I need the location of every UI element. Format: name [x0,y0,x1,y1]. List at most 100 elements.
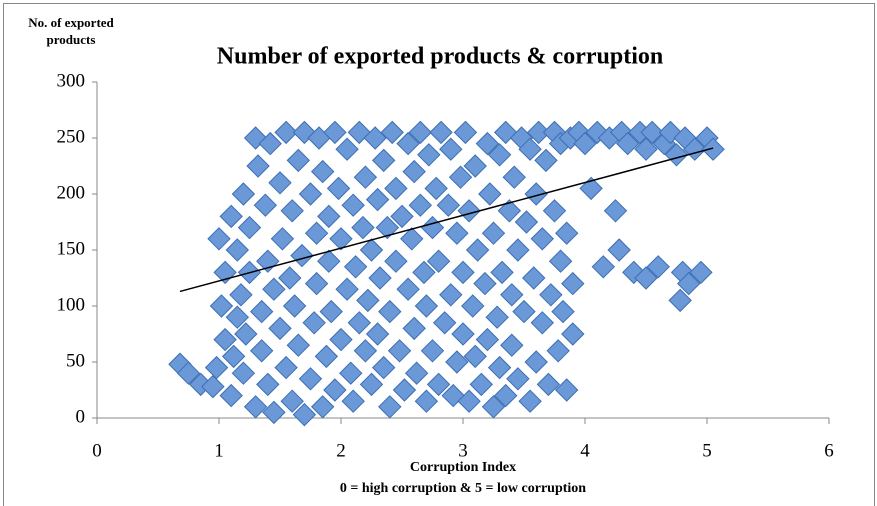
data-point [341,193,365,217]
data-point [493,383,518,408]
data-point [204,355,229,380]
data-point [561,271,585,296]
data-point [615,131,640,156]
data-point [365,187,390,212]
data-point [485,305,509,329]
data-point [475,327,500,352]
data-point [554,221,579,245]
y-tick-label: 50 [66,350,85,371]
data-point [384,176,408,201]
data-point [408,193,433,217]
data-point [323,378,347,402]
data-point [445,221,469,245]
data-point [225,305,250,329]
data-point [396,277,420,301]
x-tick-label: 6 [824,440,834,461]
data-point [207,227,231,251]
data-point [278,266,302,290]
data-point [542,199,567,223]
data-point [368,266,392,290]
data-point [457,389,481,413]
data-point [219,204,243,229]
data-point [561,322,585,346]
data-point [526,120,551,145]
data-point [249,339,274,363]
data-point [290,243,314,268]
data-point [231,182,256,206]
data-point [304,221,329,245]
data-point [304,271,329,296]
data-point [469,372,494,397]
data-point [387,339,412,363]
x-tick-label: 1 [214,440,224,461]
data-point [524,350,548,374]
data-point [573,131,597,156]
data-point [319,299,343,324]
data-point [201,374,225,399]
data-point [497,199,522,223]
data-point [689,260,713,285]
data-point [262,400,286,425]
data-point [353,165,378,189]
data-point [668,288,692,313]
data-point [465,238,490,262]
data-point [213,327,237,352]
data-point [439,137,463,161]
data-point [229,283,253,307]
x-tick-label: 3 [458,440,468,461]
data-point [298,182,323,206]
data-point [487,355,512,380]
data-point [473,271,497,296]
y-tick-label: 150 [57,238,86,259]
data-point [280,389,304,413]
data-point [326,176,351,201]
data-point [225,238,250,262]
y-axis-label: No. of exported products [28,15,114,47]
data-point [524,182,548,206]
data-point [591,255,616,279]
data-point [380,120,404,145]
data-point [359,238,384,262]
data-point [451,322,475,346]
data-point [429,120,453,145]
data-point [356,288,380,313]
data-point [457,199,481,223]
data-point [310,159,335,184]
data-point [329,327,353,352]
data-point [359,372,384,397]
data-point [274,355,298,380]
data-point [268,316,292,341]
data-point [424,176,448,201]
chart-title: Number of exported products & corruption [217,44,663,70]
data-point [522,266,546,290]
data-point [539,283,563,307]
x-tick-label: 2 [336,440,346,461]
data-point [461,294,485,318]
data-point [426,372,451,397]
data-point [676,271,701,296]
data-point [500,283,524,307]
data-point [378,395,402,419]
data-point [378,299,402,324]
data-point [365,322,390,346]
data-point [298,367,323,391]
trend-line [179,147,714,293]
data-point [551,299,575,324]
data-point [487,143,512,167]
data-point [286,333,311,357]
data-point [701,137,725,161]
data-point [231,361,256,385]
data-point [634,266,658,290]
data-point [408,120,433,145]
data-point [353,339,378,363]
data-point [490,260,514,285]
data-point [392,378,417,402]
data-point [506,367,530,391]
data-point [396,131,420,156]
data-point [390,204,414,229]
data-point [404,361,429,385]
data-point [402,316,426,341]
data-point [329,227,353,251]
data-point [375,215,400,240]
